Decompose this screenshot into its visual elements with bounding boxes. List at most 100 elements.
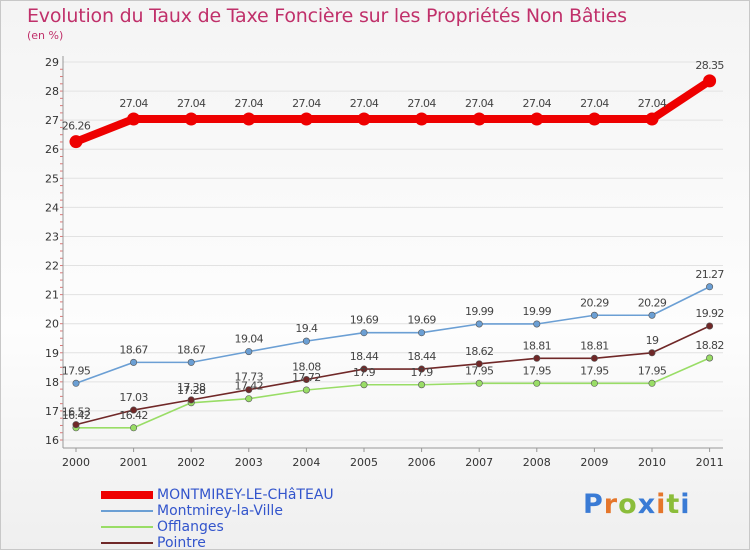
data-point [472,112,486,126]
legend-item-offlanges: Offlanges [101,519,334,535]
data-point [242,112,256,126]
x-tick-label: 2008 [523,456,551,469]
data-label: 27.04 [292,97,321,110]
data-point [302,337,310,345]
legend-swatch [101,510,153,512]
data-point [127,112,141,126]
data-label: 17.9 [353,366,376,379]
y-tick-label: 27 [45,114,59,127]
y-tick-label: 18 [45,376,59,389]
y-tick-label: 24 [45,201,59,214]
legend-label: Montmirey-la-Ville [157,503,283,519]
data-label: 17.38 [177,381,206,394]
data-point [590,311,598,319]
y-tick-label: 19 [45,347,59,360]
data-label: 17.73 [235,371,264,384]
data-point [187,358,195,366]
data-label: 27.04 [235,97,264,110]
data-point [475,320,483,328]
data-point [360,329,368,337]
data-point [590,379,598,387]
data-point [69,135,83,149]
data-point [648,349,656,357]
data-point [418,365,426,373]
y-tick-label: 22 [45,260,59,273]
data-point [533,320,541,328]
data-label: 27.04 [465,97,494,110]
data-point [130,424,138,432]
data-label: 17.95 [523,364,552,377]
data-label: 18.62 [465,345,494,358]
data-label: 16.53 [62,406,91,419]
data-point [648,379,656,387]
data-label: 17.9 [411,366,434,379]
data-label: 27.04 [638,97,667,110]
legend-swatch [101,526,153,528]
data-label: 17.95 [465,364,494,377]
x-tick-label: 2000 [62,456,90,469]
data-label: 27.04 [407,97,436,110]
data-label: 19.04 [235,333,264,346]
x-tick-label: 2011 [696,456,724,469]
data-label: 17.72 [292,371,321,384]
data-label: 18.67 [177,343,206,356]
chart-title: Evolution du Taux de Taxe Foncière sur l… [27,5,627,27]
x-tick-label: 2002 [177,456,205,469]
data-label: 17.03 [119,391,148,404]
data-label: 18.67 [119,343,148,356]
data-label: 17.42 [235,380,264,393]
data-label: 19.69 [350,314,379,327]
data-label: 19.69 [407,314,436,327]
data-point [475,379,483,387]
y-tick-label: 20 [45,318,59,331]
series-layer [69,74,717,432]
data-point [299,112,313,126]
data-point [360,381,368,389]
data-point [533,354,541,362]
data-point [533,379,541,387]
data-label: 18.44 [407,350,436,363]
legend-label: Offlanges [157,519,224,535]
data-point [418,329,426,337]
data-label: 27.04 [580,97,609,110]
data-label: 17.95 [62,364,91,377]
axes: 16 17 18 19 20 21 22 23 24 25 26 27 28 29 2000 2001 2002… [45,56,724,469]
data-label: 18.44 [350,350,379,363]
series-line [72,76,714,146]
y-tick-label: 23 [45,230,59,243]
data-label: 18.08 [292,361,321,374]
data-label: 27.04 [350,97,379,110]
data-point [302,376,310,384]
data-point [130,406,138,414]
data-label: 16.42 [119,409,148,422]
data-point [187,396,195,404]
y-tick-label: 21 [45,289,59,302]
data-label: 19.4 [295,322,318,335]
data-label: 19.92 [695,307,724,320]
legend-item-montmirey-la-ville: Montmirey-la-Ville [101,503,334,519]
data-label: 26.26 [62,120,91,133]
data-label: 18.81 [523,339,552,352]
data-point [530,112,544,126]
data-point [587,112,601,126]
x-tick-label: 2009 [580,456,608,469]
data-label: 20.29 [638,296,667,309]
legend-label: Pointre [157,535,206,550]
y-tick-label: 26 [45,143,59,156]
data-point [415,112,429,126]
data-point [475,360,483,368]
data-label: 20.29 [580,296,609,309]
data-point [184,112,198,126]
data-point [706,283,714,291]
data-label: 27.04 [523,97,552,110]
data-point [706,322,714,330]
y-tick-label: 16 [45,434,59,447]
data-point [72,379,80,387]
data-point [418,381,426,389]
y-tick-label: 17 [45,405,59,418]
x-tick-label: 2004 [292,456,320,469]
data-label: 19.99 [465,305,494,318]
data-point [72,421,80,429]
data-label: 19.99 [523,305,552,318]
